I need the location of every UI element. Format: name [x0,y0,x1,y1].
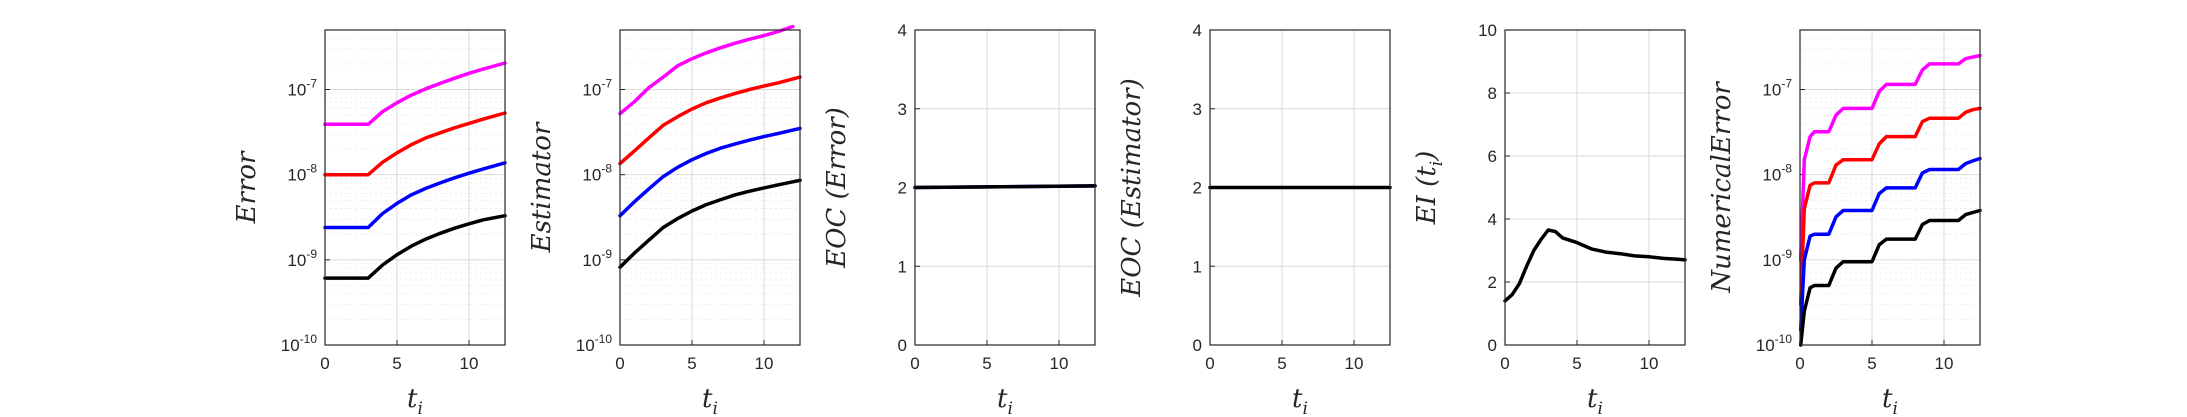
y-axis-label: Estimator [527,121,557,253]
y-tick-label: 0 [1193,336,1202,355]
x-tick-label: 10 [755,354,774,373]
y-tick-label: 0 [1488,336,1497,355]
x-tick-label: 0 [1500,354,1509,373]
y-axis-label: EOC (Error) [822,107,852,269]
y-tick-label: 2 [898,179,907,198]
y-tick-label: 4 [1193,21,1202,40]
axes-frame [324,29,506,346]
y-tick-label: 3 [1193,100,1202,119]
axes-frame [1799,29,1981,346]
y-axis-label: EOC (Estimator) [1117,78,1147,298]
series-line-3 [1798,156,1982,332]
chart-1: 10-10 10-9 10-8 10-7 0 5 10 ti Error [232,29,507,417]
y-tick-label: 10-10 [281,332,318,355]
y-axis-label: NumericalError [1707,81,1737,294]
series-line-4 [323,213,507,280]
y-tick-label: 8 [1488,84,1497,103]
y-axis-label: EI (ti) [1412,151,1447,226]
y-tick-label: 10-8 [287,162,317,185]
axes-frame [1504,29,1686,346]
axes-frame [1209,29,1391,346]
x-axis-label: ti [407,384,423,417]
x-tick-label: 5 [982,354,991,373]
x-tick-label: 0 [320,354,329,373]
axes-frame [914,29,1096,346]
series-line-3 [323,161,507,230]
y-tick-label: 0 [898,336,907,355]
chart-4: 0 1 2 3 4 0 5 10 ti EOC (Estimator) [1117,21,1392,417]
y-axis-label: Error [232,150,262,224]
y-tick-label: 4 [1488,210,1497,229]
y-tick-label: 10-9 [1762,247,1792,270]
y-tick-label: 1 [1193,257,1202,276]
x-tick-label: 10 [460,354,479,373]
chart-6: 10-10 10-9 10-8 10-7 0 5 10 ti NumericalError [1707,29,1982,417]
x-axis-label: ti [702,384,718,417]
series-line-3 [618,126,802,218]
axes-frame [619,29,801,346]
x-tick-label: 0 [615,354,624,373]
x-tick-label: 0 [910,354,919,373]
y-tick-label: 4 [898,21,907,40]
x-axis-label: ti [1587,384,1603,417]
series-line-2 [323,111,507,177]
x-tick-label: 5 [1867,354,1876,373]
y-tick-label: 1 [898,257,907,276]
y-tick-label: 3 [898,100,907,119]
chart-3: 0 1 2 3 4 0 5 10 ti EOC (Error) [822,21,1097,417]
series-line-2 [1798,106,1982,307]
x-tick-label: 0 [1205,354,1214,373]
y-tick-label: 10-7 [1762,77,1792,100]
y-tick-label: 10-7 [582,77,612,100]
series-line-4 [618,178,802,269]
series-line-2 [618,75,802,166]
x-tick-label: 5 [392,354,401,373]
y-tick-label: 10-10 [576,332,613,355]
x-tick-label: 10 [1050,354,1069,373]
x-axis-label: ti [997,384,1013,417]
x-axis-label: ti [1292,384,1308,417]
series-line-1 [323,61,507,127]
plot-area [1505,30,1685,345]
y-tick-label: 10-7 [287,77,317,100]
x-tick-label: 5 [687,354,696,373]
x-tick-label: 5 [1572,354,1581,373]
x-tick-label: 10 [1640,354,1659,373]
x-tick-label: 10 [1935,354,1954,373]
chart-2: 10-10 10-9 10-8 10-7 0 5 10 ti Estimator [527,24,802,417]
y-tick-label: 10-9 [287,247,317,270]
series-line-1 [1503,228,1687,303]
chart-5: 0 2 4 6 8 10 0 5 10 ti EI (ti) [1412,21,1687,417]
series-line-2 [913,184,1097,190]
y-tick-label: 10-9 [582,247,612,270]
y-tick-label: 10-8 [582,162,612,185]
series-line-1 [1798,53,1982,262]
y-tick-label: 10-8 [1762,162,1792,185]
series-line-4 [1798,208,1982,347]
y-tick-label: 2 [1488,273,1497,292]
x-tick-label: 0 [1795,354,1804,373]
y-tick-label: 10-10 [1756,332,1793,355]
y-tick-label: 6 [1488,147,1497,166]
series-line-1 [618,24,795,116]
y-tick-label: 2 [1193,179,1202,198]
x-axis-label: ti [1882,384,1898,417]
x-tick-label: 5 [1277,354,1286,373]
y-tick-label: 10 [1478,21,1497,40]
x-tick-label: 10 [1345,354,1364,373]
